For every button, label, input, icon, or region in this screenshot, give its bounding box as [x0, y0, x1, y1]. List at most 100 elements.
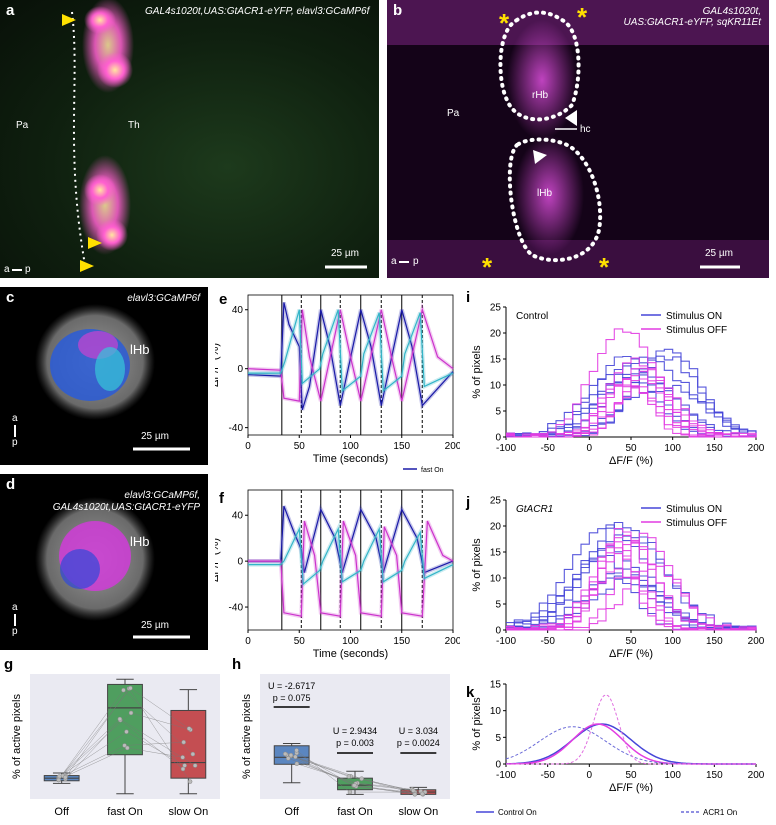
scale-label: 25 µm: [141, 431, 169, 442]
x-axis-label: Time (seconds): [313, 453, 388, 465]
y-tick-label: 10: [490, 706, 502, 717]
data-point: [128, 710, 134, 716]
data-point: [180, 766, 186, 772]
y-tick-label: 0: [495, 433, 501, 444]
paired-line: [126, 731, 185, 766]
x-tick-label: 100: [342, 636, 359, 647]
data-point: [352, 783, 357, 788]
x-tick-label: 50: [625, 770, 637, 781]
panel-label: c: [6, 289, 15, 306]
stat-u: U = 3.034: [399, 726, 438, 736]
scale-label: 25 µm: [705, 248, 733, 259]
boundary-dotted-line: [71, 11, 86, 266]
x-tick-label: 0: [587, 770, 593, 781]
axis-label-p: p: [12, 626, 18, 637]
data-point: [294, 748, 299, 753]
series-line-off: [248, 520, 454, 617]
x-tick-label: 200: [748, 443, 765, 454]
y-axis-label: % of pixels: [471, 697, 483, 751]
data-point: [346, 774, 352, 779]
panel-i-chart: -100 -50 0 50 100 150 200 0 5 10 15 20 25 ΔF/F (%) % o…: [462, 285, 767, 475]
x-tick-label: -50: [540, 770, 555, 781]
chart-title: Control: [516, 311, 548, 322]
x-tick-label: slow On: [398, 806, 438, 818]
x-tick-label: slow On: [168, 806, 208, 818]
region-label-lhb: lHb: [130, 342, 150, 357]
y-axis-label: ΔF/F (%): [215, 343, 221, 387]
arrowhead-marker: [565, 110, 577, 126]
x-tick-label: -100: [496, 636, 516, 647]
axis-label-a: a: [12, 413, 18, 424]
data-point: [56, 777, 61, 783]
rhb-outline: [498, 10, 581, 122]
panel-h-chart: Off fast On slow On % of active pixels U = -…: [230, 652, 462, 825]
data-point: [285, 756, 291, 761]
x-axis-label: ΔF/F (%): [609, 455, 653, 467]
panel-label: g: [4, 656, 14, 673]
y-tick-label: 0: [495, 760, 501, 771]
legend-label: ACR1 On: [703, 808, 737, 817]
x-axis-label: ΔF/F (%): [609, 782, 653, 794]
paired-line: [296, 752, 354, 786]
y-axis-label: % of pixels: [471, 538, 483, 592]
y-tick-label: 0: [237, 364, 243, 375]
asterisk-marker: * * * *: [482, 2, 610, 278]
panel-caption-line2: UAS:GtACR1-eYFP, sqKR11Et: [623, 17, 761, 28]
chart-title: GtACR1: [516, 504, 553, 515]
arrowhead-marker: [88, 237, 102, 249]
legend-label: fast On: [421, 467, 444, 474]
data-point: [181, 739, 186, 745]
paired-line: [58, 687, 131, 781]
paired-line: [290, 754, 355, 786]
legend-label: Stimulus OFF: [666, 325, 727, 336]
axis-label-a: a: [12, 602, 18, 613]
panel-label: h: [232, 656, 242, 673]
lhb-outline: [507, 137, 603, 263]
svg-text:*: *: [577, 2, 588, 32]
panel-label: f: [219, 490, 224, 507]
x-tick-label: -50: [540, 443, 555, 454]
data-point: [128, 685, 133, 691]
legend-label: Stimulus OFF: [666, 518, 727, 529]
data-point: [411, 788, 416, 793]
x-tick-label: 150: [393, 636, 410, 647]
region-label-pa: Pa: [447, 108, 460, 119]
histogram-off: [506, 378, 757, 438]
data-point: [294, 761, 300, 767]
panel-k-chart: -100 -50 0 50 100 150 200 0 5 10 15 ΔF/F (%) % of pi…: [462, 670, 767, 825]
stat-p: p = 0.075: [273, 693, 311, 703]
paired-line: [65, 719, 121, 780]
box-slow-on: [170, 709, 207, 779]
series-line-fast-on: [248, 505, 454, 574]
arrowhead-marker: [533, 150, 547, 164]
y-tick-label: 15: [490, 680, 502, 691]
panel-d-micrograph: d elavl3:GCaMP6f, GAL4s1020t,UAS:GtACR1-…: [0, 474, 208, 650]
series-line-off: [247, 307, 454, 402]
data-point: [63, 775, 68, 780]
paired-line: [128, 688, 191, 782]
paired-line: [123, 689, 194, 755]
x-tick-label: fast On: [107, 806, 142, 818]
histogram-off: [506, 534, 756, 631]
histogram-off: [506, 565, 757, 631]
x-axis-label: ΔF/F (%): [609, 648, 653, 660]
panel-label: k: [466, 684, 475, 701]
x-tick-label: -100: [496, 443, 516, 454]
legend-label: Control On: [498, 808, 537, 817]
panel-f-chart: 0 50 100 150 200 -40 0 40 Time (seconds) ΔF/F (%)…: [215, 480, 460, 660]
data-point: [283, 751, 288, 757]
paired-line: [130, 712, 191, 730]
x-tick-label: 0: [587, 443, 593, 454]
paired-line: [62, 745, 125, 777]
paired-line: [355, 786, 423, 795]
y-tick-label: 0: [495, 626, 501, 637]
y-tick-label: 20: [490, 522, 502, 533]
data-point: [347, 789, 353, 795]
x-tick-label: 200: [445, 441, 460, 452]
x-tick-label: fast On: [337, 806, 372, 818]
x-tick-label: 100: [342, 441, 359, 452]
x-tick-label: 50: [625, 443, 637, 454]
paired-line: [354, 785, 423, 795]
series-line-slow-on: [248, 309, 454, 392]
stat-p: p = 0.0024: [397, 738, 440, 748]
